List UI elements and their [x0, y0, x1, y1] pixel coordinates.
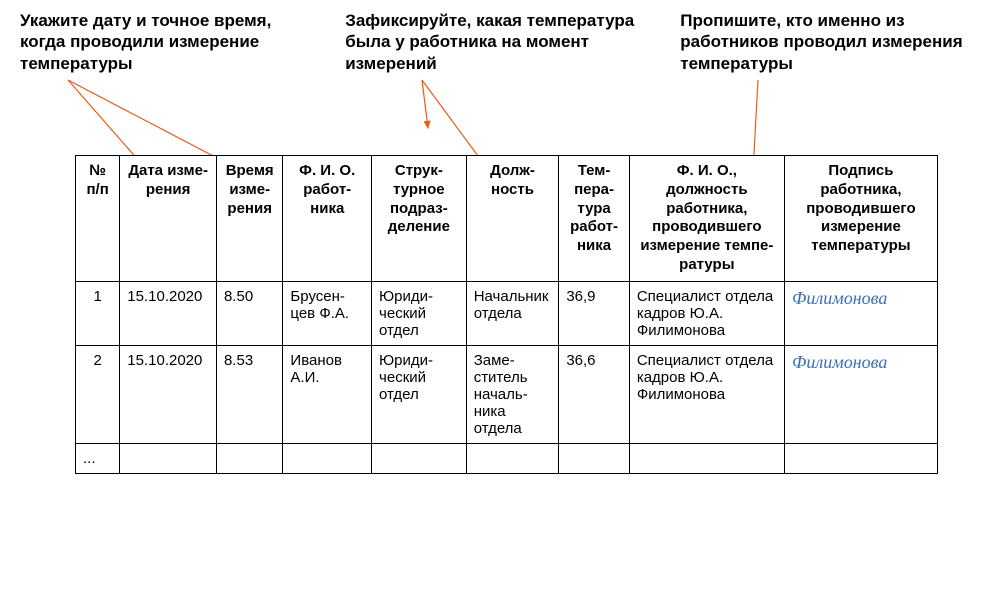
cell-time — [216, 443, 282, 473]
table-row: ... — [76, 443, 938, 473]
header-position: Долж­ность — [466, 156, 559, 282]
cell-time: 8.50 — [216, 281, 282, 345]
cell-date — [120, 443, 217, 473]
arrow-line — [422, 80, 428, 128]
table-head: № п/п Дата изме­рения Вре­мя изме­ре­ния… — [76, 156, 938, 282]
cell-date: 15.10.2020 — [120, 281, 217, 345]
arrow-line — [68, 80, 240, 155]
cell-temp: 36,9 — [559, 281, 629, 345]
cell-time: 8.53 — [216, 345, 282, 443]
header-signature: Подпись работника, проводивше­го измерен… — [784, 156, 937, 282]
cell-dept: Юриди­ческий отдел — [372, 345, 467, 443]
measurements-table: № п/п Дата изме­рения Вре­мя изме­ре­ния… — [75, 155, 938, 474]
cell-name: Брусен­цев Ф.А. — [283, 281, 372, 345]
arrow-line — [422, 80, 599, 155]
cell-measurer — [629, 443, 784, 473]
annotations-row: Укажите дату и точное вре­мя, когда пров… — [0, 0, 993, 74]
cell-position: Заме­ститель началь­ника отдела — [466, 345, 559, 443]
cell-signature — [784, 443, 937, 473]
cell-date: 15.10.2020 — [120, 345, 217, 443]
cell-num: 1 — [76, 281, 120, 345]
header-date: Дата изме­рения — [120, 156, 217, 282]
annotation-date: Укажите дату и точное вре­мя, когда пров… — [20, 10, 305, 74]
cell-position: Началь­ник отдела — [466, 281, 559, 345]
header-temp: Тем­пера­тура ра­бот­ника — [559, 156, 629, 282]
arrow-group — [68, 80, 758, 155]
cell-num: 2 — [76, 345, 120, 443]
cell-measurer: Специалист отдела кадров Ю.А. Филимо­нов… — [629, 345, 784, 443]
cell-name — [283, 443, 372, 473]
header-num: № п/п — [76, 156, 120, 282]
header-time: Вре­мя изме­ре­ния — [216, 156, 282, 282]
cell-measurer: Специалист отдела кадров Ю.А. Филимо­нов… — [629, 281, 784, 345]
cell-signature: Филимонова — [784, 345, 937, 443]
measurements-table-wrap: № п/п Дата изме­рения Вре­мя изме­ре­ния… — [75, 155, 938, 474]
header-fio: Ф. И. О. работ­ника — [283, 156, 372, 282]
cell-temp: 36,6 — [559, 345, 629, 443]
cell-name: Ива­нов А.И. — [283, 345, 372, 443]
cell-dept — [372, 443, 467, 473]
arrow-line — [68, 80, 147, 155]
table-body: 1 15.10.2020 8.50 Брусен­цев Ф.А. Юриди­… — [76, 281, 938, 473]
arrow-line — [745, 80, 758, 155]
cell-num: ... — [76, 443, 120, 473]
table-header-row: № п/п Дата изме­рения Вре­мя изме­ре­ния… — [76, 156, 938, 282]
header-measurer: Ф. И. О., должность работника, проводивш… — [629, 156, 784, 282]
table-row: 1 15.10.2020 8.50 Брусен­цев Ф.А. Юриди­… — [76, 281, 938, 345]
table-row: 2 15.10.2020 8.53 Ива­нов А.И. Юриди­чес… — [76, 345, 938, 443]
cell-dept: Юриди­ческий отдел — [372, 281, 467, 345]
cell-position — [466, 443, 559, 473]
annotation-measurer: Пропишите, кто именно из работников пров… — [680, 10, 973, 74]
cell-temp — [559, 443, 629, 473]
annotation-temperature: Зафиксируйте, какая тем­пература была у … — [345, 10, 640, 74]
header-dept: Струк­турное подраз­деление — [372, 156, 467, 282]
cell-signature: Филимонова — [784, 281, 937, 345]
